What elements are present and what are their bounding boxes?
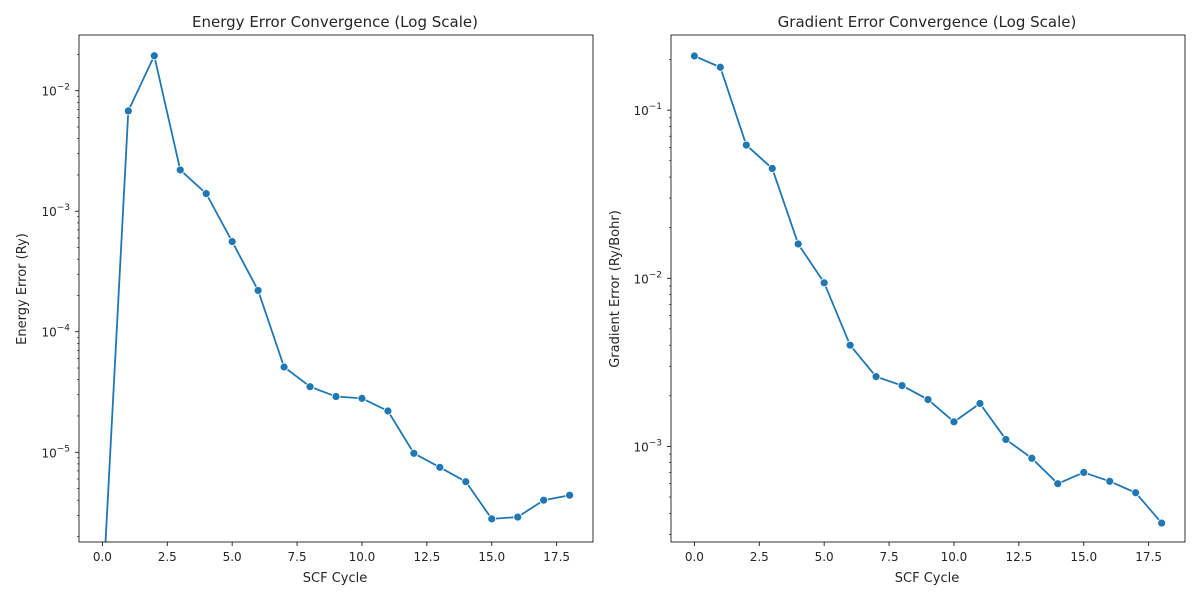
data-point xyxy=(975,399,985,408)
data-point xyxy=(1001,435,1011,444)
x-tick-label: 5.0 xyxy=(815,550,834,564)
y-tick-label: 10−1 xyxy=(633,102,662,118)
y-tick-label: 10−3 xyxy=(41,203,70,219)
data-point xyxy=(435,462,445,472)
series-line xyxy=(104,54,570,542)
data-point xyxy=(1105,476,1115,486)
x-tick-label: 7.5 xyxy=(880,550,899,564)
data-point xyxy=(331,392,341,401)
data-point xyxy=(383,406,393,416)
y-tick-label: 10−4 xyxy=(41,324,70,340)
data-point xyxy=(123,106,133,116)
x-tick-label: 12.5 xyxy=(413,550,440,564)
y-axis-label: Gradient Error (Ry/Bohr) xyxy=(608,210,623,368)
gradient-error-panel: Gradient Error Convergence (Log Scale) S… xyxy=(608,13,1186,586)
data-point xyxy=(513,512,523,522)
x-tick-label: 0.0 xyxy=(685,550,704,564)
plot-area xyxy=(104,51,575,542)
data-point xyxy=(565,490,575,500)
data-point xyxy=(279,362,289,372)
x-tick-label: 7.5 xyxy=(288,550,307,564)
y-axis-label: Energy Error (Ry) xyxy=(15,233,30,345)
data-point xyxy=(149,51,159,61)
data-point xyxy=(845,340,855,350)
x-tick-label: 12.5 xyxy=(1005,550,1032,564)
data-point xyxy=(1079,468,1089,477)
plot-area xyxy=(689,51,1167,528)
series-line xyxy=(694,55,1163,524)
x-axis-label: SCF Cycle xyxy=(303,571,367,586)
x-tick-label: 17.5 xyxy=(1135,550,1162,564)
x-tick-label: 2.5 xyxy=(158,550,177,564)
data-point xyxy=(1131,488,1141,498)
data-point xyxy=(689,51,699,61)
data-point xyxy=(923,395,933,404)
x-tick-label: 10.0 xyxy=(941,550,968,564)
axes-frame xyxy=(670,34,1186,543)
data-point xyxy=(741,140,751,150)
data-point xyxy=(461,477,471,487)
data-point xyxy=(819,278,829,288)
x-tick-label: 15.0 xyxy=(478,550,505,564)
data-point xyxy=(201,189,211,199)
data-point xyxy=(767,164,777,173)
data-point xyxy=(409,448,419,458)
data-point xyxy=(897,381,907,390)
y-tick-label: 10−2 xyxy=(41,83,70,99)
data-point xyxy=(487,514,497,524)
data-point xyxy=(175,165,185,175)
data-point xyxy=(305,382,315,392)
x-axis-label: SCF Cycle xyxy=(895,571,959,586)
axes-frame xyxy=(78,34,594,543)
y-tick-label: 10−3 xyxy=(633,438,662,454)
x-tick-label: 5.0 xyxy=(223,550,242,564)
data-point xyxy=(871,372,881,382)
data-point xyxy=(357,393,367,403)
energy-error-panel: Energy Error Convergence (Log Scale) SCF… xyxy=(15,13,594,586)
data-point xyxy=(793,239,803,249)
chart-title: Energy Error Convergence (Log Scale) xyxy=(192,13,478,31)
data-point xyxy=(949,417,959,427)
data-point xyxy=(1053,479,1063,489)
x-tick-label: 2.5 xyxy=(750,550,769,564)
data-point xyxy=(1157,518,1167,528)
y-tick-label: 10−2 xyxy=(633,270,662,286)
data-point xyxy=(253,286,263,295)
chart-title: Gradient Error Convergence (Log Scale) xyxy=(778,13,1077,31)
y-tick-label: 10−5 xyxy=(41,444,70,460)
x-tick-label: 0.0 xyxy=(93,550,112,564)
x-tick-label: 15.0 xyxy=(1070,550,1097,564)
data-point xyxy=(1027,453,1037,463)
x-tick-label: 17.5 xyxy=(543,550,570,564)
data-point xyxy=(227,237,237,246)
x-tick-label: 10.0 xyxy=(349,550,376,564)
data-point xyxy=(715,62,725,72)
data-point xyxy=(539,495,549,505)
